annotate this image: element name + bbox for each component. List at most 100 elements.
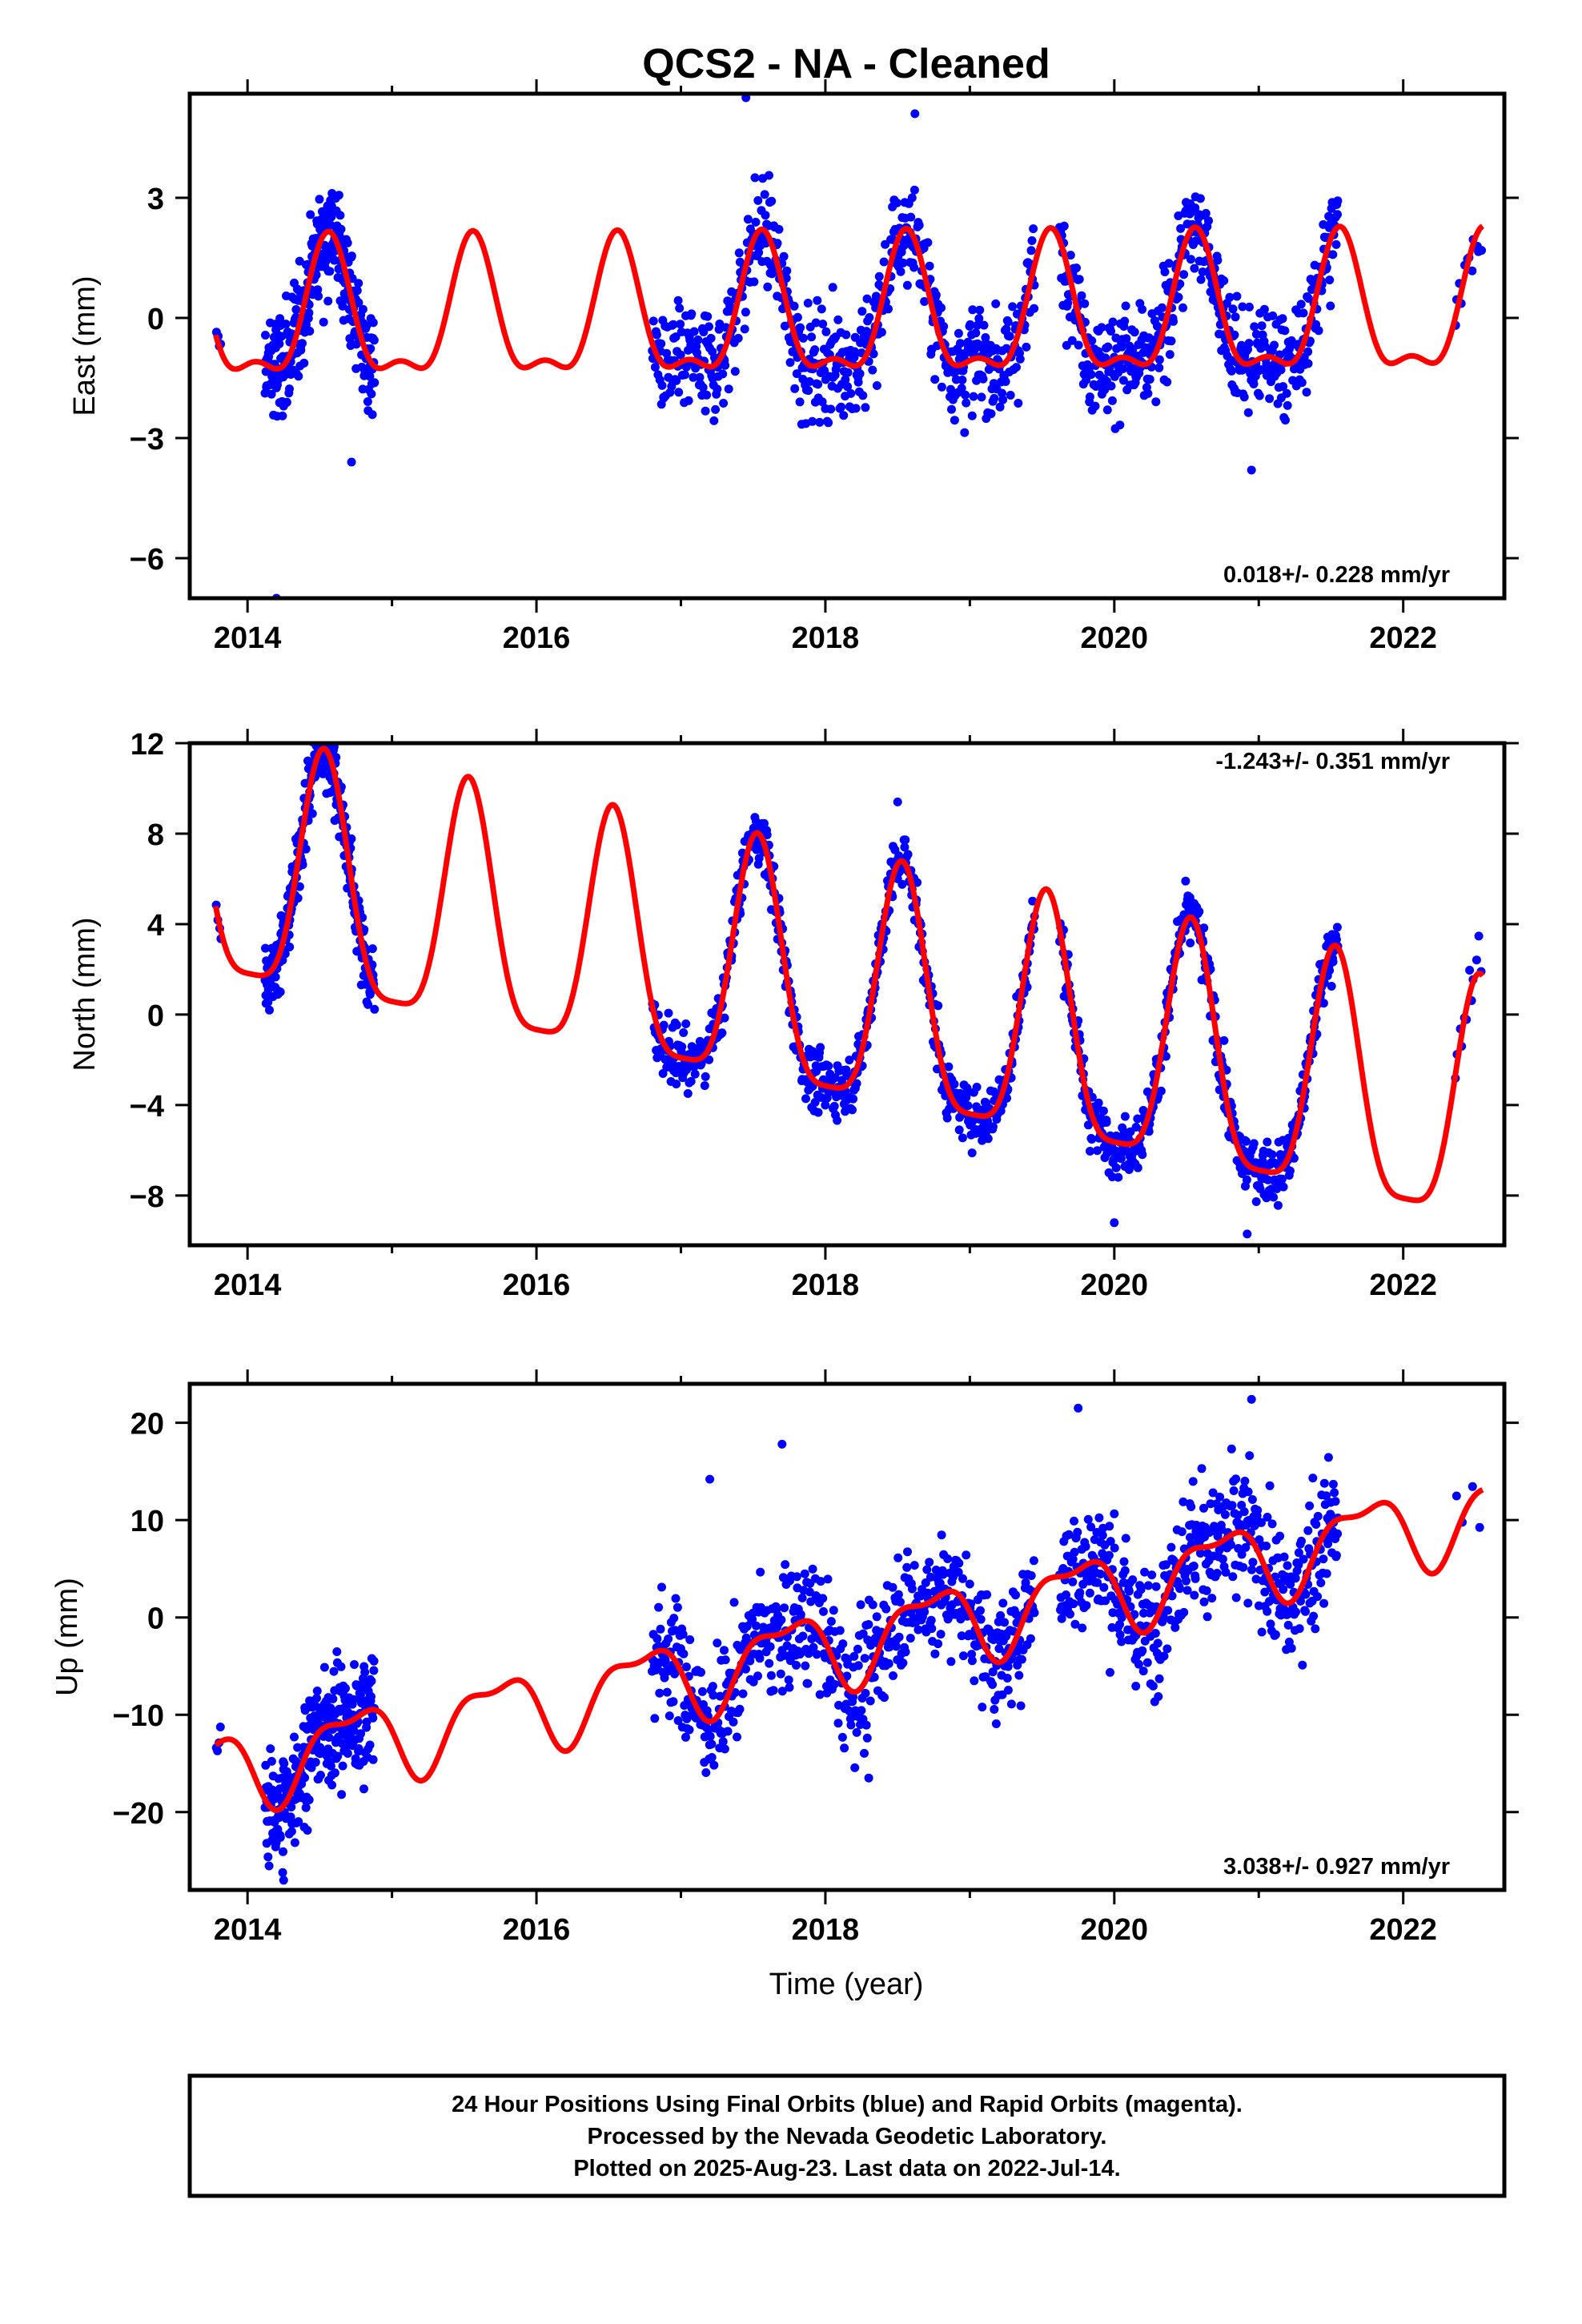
east-data-point [296,345,306,355]
up-data-point [287,1803,296,1811]
up-data-point [650,1714,660,1723]
up-data-point [988,1680,998,1689]
east-data-point [877,328,886,337]
east-data-point [813,296,822,305]
east-data-point [1198,267,1207,276]
north-x-tick-label: 2018 [792,1269,860,1302]
up-data-point [1030,1608,1039,1618]
east-x-tick-label: 2018 [792,621,860,655]
up-data-point [738,1689,748,1699]
up-data-point [1073,1527,1082,1537]
east-data-point [363,397,372,406]
east-data-point [937,303,946,312]
east-data-point [925,261,934,271]
east-data-point [1283,400,1292,410]
north-data-point [1138,1150,1147,1160]
up-data-point [937,1530,946,1540]
north-x-tick-label: 2014 [214,1269,282,1302]
up-data-point [893,1553,903,1562]
east-data-point [930,375,940,384]
east-data-point [1164,259,1174,268]
up-data-point [1070,1547,1079,1557]
east-data-point [907,193,917,203]
east-data-point [978,374,988,384]
north-data-point [1181,876,1191,886]
north-data-point [1279,1182,1288,1192]
up-data-point [267,1756,276,1766]
east-data-point [1066,251,1075,260]
up-data-point [1199,1503,1208,1513]
east-data-point [751,217,761,227]
east-data-point [365,372,375,381]
up-data-point [669,1614,679,1623]
east-data-point [367,389,376,399]
east-data-point [862,294,872,304]
up-data-point [274,1813,283,1823]
up-data-point [862,1733,872,1743]
up-data-point [1099,1582,1109,1592]
east-data-point [673,296,683,305]
up-data-point [1323,1539,1333,1549]
up-data-point [312,1694,321,1703]
up-data-point [1113,1599,1122,1609]
east-data-point [261,331,270,340]
east-data-point [792,369,801,379]
east-rate-label: 0.018+/- 0.228 mm/yr [1223,562,1450,588]
north-y-tick-label: 0 [147,999,164,1033]
up-data-point [1195,1549,1205,1558]
figure-title: QCS2 - NA - Cleaned [642,41,1050,87]
up-data-point [1147,1570,1157,1580]
up-data-point [833,1719,843,1728]
north-x-tick-label: 2016 [503,1269,571,1302]
up-data-point [785,1683,794,1692]
east-data-point [282,397,291,407]
up-data-point [278,1868,287,1877]
east-data-point [843,368,853,377]
east-data-point [865,313,874,322]
north-data-point [801,1094,810,1104]
up-data-point [780,1603,789,1613]
east-data-point [1138,304,1147,314]
up-data-point [1106,1667,1114,1677]
up-data-point [354,1744,363,1753]
east-data-point [335,211,345,220]
east-data-point [1297,378,1307,388]
up-data-point [938,1570,948,1579]
east-data-point [821,327,831,336]
east-data-point [754,247,764,257]
east-data-point [810,345,820,355]
up-data-point [829,1679,839,1689]
east-data-point [1303,359,1313,368]
up-data-point [681,1732,690,1742]
east-data-point [306,210,315,219]
east-data-point [347,251,356,261]
up-data-point [849,1692,858,1702]
north-data-point [316,734,325,742]
north-data-point [967,1148,977,1158]
east-data-point [285,384,294,394]
up-data-point [1179,1607,1189,1617]
up-data-point [920,1607,930,1617]
north-data-point [821,1100,830,1110]
north-data-point [293,894,303,903]
up-data-point [671,1594,681,1603]
north-data-point [897,879,907,889]
up-data-point [872,1612,881,1622]
east-data-point [946,384,955,394]
east-data-point [750,173,760,183]
up-data-point [365,1740,375,1750]
north-data-point [1289,1153,1299,1163]
up-data-point [319,1663,329,1672]
north-data-point [679,1028,689,1037]
east-data-point [1225,292,1235,302]
east-data-point [813,380,823,389]
east-data-point [785,358,795,368]
east-data-point [804,386,813,396]
east-data-point [851,404,861,413]
north-data-point [1249,1139,1259,1148]
north-data-point [1102,1148,1112,1158]
east-data-point [689,372,698,382]
east-data-point [323,296,333,306]
east-data-point [798,333,808,343]
east-data-point [1130,328,1139,337]
